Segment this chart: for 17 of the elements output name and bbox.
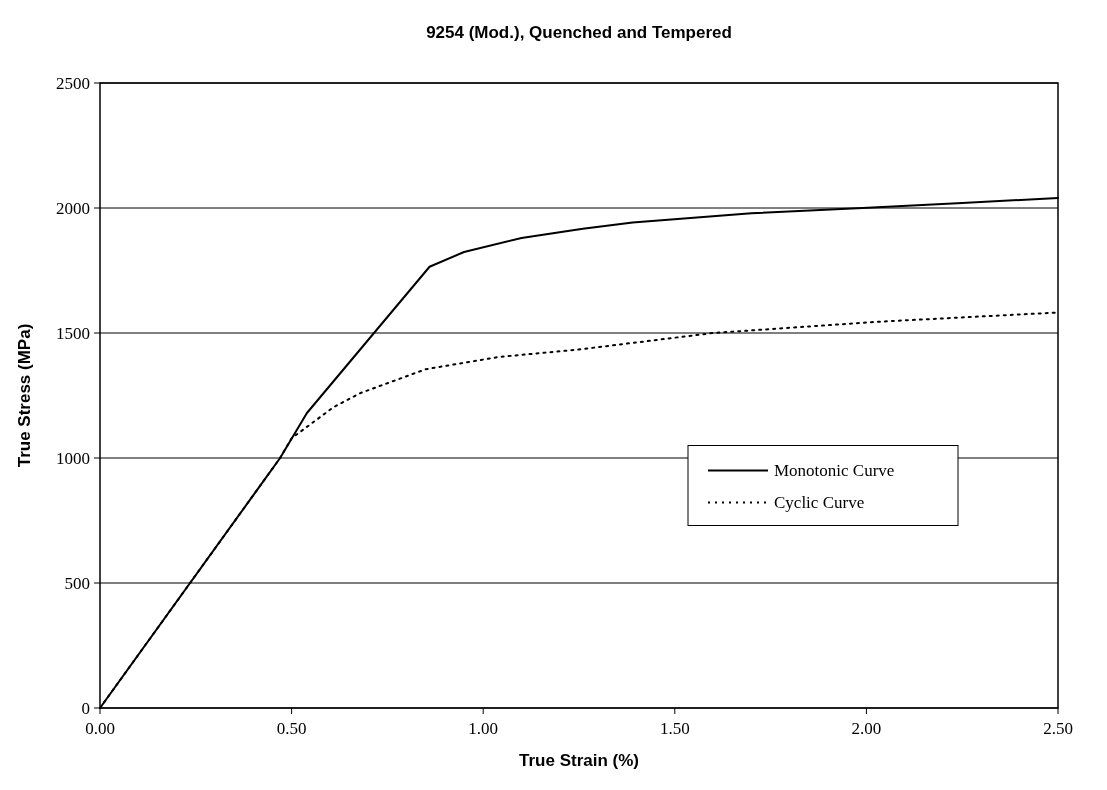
chart-title: 9254 (Mod.), Quenched and Tempered [426, 23, 732, 42]
y-axis-title: True Stress (MPa) [15, 323, 34, 468]
legend-label: Cyclic Curve [774, 493, 865, 513]
y-tick-label: 2500 [56, 73, 90, 93]
y-tick-label: 500 [64, 573, 90, 593]
x-tick-label: 0.50 [276, 719, 307, 738]
x-tick-label: 2.00 [851, 719, 882, 738]
x-tick-label: 2.50 [1043, 719, 1073, 738]
y-tick-label: 1500 [56, 323, 90, 343]
x-axis-title: True Strain (%) [519, 751, 639, 770]
y-tick-label: 0 [81, 698, 90, 718]
x-tick-label: 0.00 [85, 719, 115, 738]
legend-label: Monotonic Curve [774, 461, 895, 481]
y-tick-label: 1000 [56, 448, 90, 468]
y-tick-label: 2000 [56, 198, 90, 218]
x-tick-label: 1.50 [659, 719, 690, 738]
x-tick-label: 1.00 [468, 719, 499, 738]
